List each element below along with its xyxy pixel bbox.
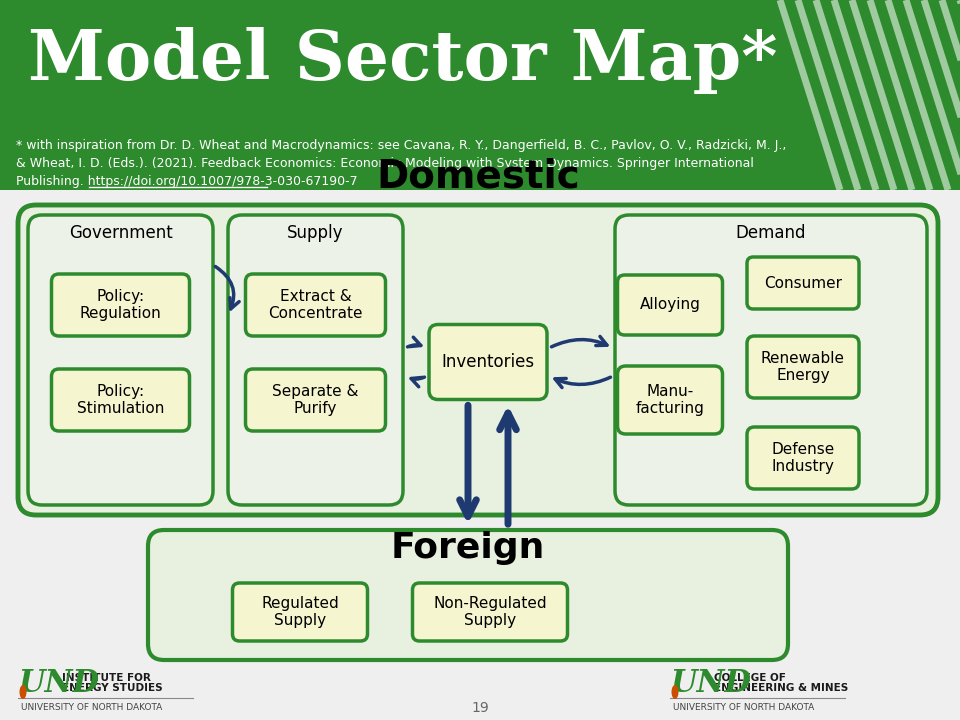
Text: COLLEGE OF: COLLEGE OF [714,673,786,683]
Text: Supply: Supply [287,224,344,242]
FancyBboxPatch shape [615,215,927,505]
FancyBboxPatch shape [246,369,386,431]
Text: ENGINEERING & MINES: ENGINEERING & MINES [714,683,849,693]
FancyBboxPatch shape [617,275,723,335]
Text: * with inspiration from Dr. D. Wheat and Macrodynamics: see Cavana, R. Y., Dange: * with inspiration from Dr. D. Wheat and… [16,140,786,153]
Text: Foreign: Foreign [391,531,545,565]
Text: Renewable
Energy: Renewable Energy [761,351,845,383]
FancyBboxPatch shape [246,274,386,336]
Text: Government: Government [68,224,173,242]
FancyBboxPatch shape [747,257,859,309]
Text: Regulated
Supply: Regulated Supply [261,596,339,628]
FancyBboxPatch shape [747,427,859,489]
FancyBboxPatch shape [228,215,403,505]
Polygon shape [0,0,960,190]
Text: & Wheat, I. D. (Eds.). (2021). Feedback Economics: Economic Modeling with System: & Wheat, I. D. (Eds.). (2021). Feedback … [16,158,754,171]
Text: 19: 19 [471,701,489,715]
FancyBboxPatch shape [413,583,567,641]
Text: Model Sector Map*: Model Sector Map* [28,27,778,94]
Text: UND: UND [670,668,751,700]
FancyBboxPatch shape [28,215,213,505]
FancyBboxPatch shape [429,325,547,400]
Text: UNIVERSITY OF NORTH DAKOTA: UNIVERSITY OF NORTH DAKOTA [21,703,162,711]
Text: Policy:
Regulation: Policy: Regulation [80,289,161,321]
FancyBboxPatch shape [18,205,938,515]
Text: INSTITUTE FOR: INSTITUTE FOR [62,673,151,683]
Text: Publishing. https://doi.org/10.1007/978-3-030-67190-7: Publishing. https://doi.org/10.1007/978-… [16,176,358,189]
Text: Demand: Demand [735,224,806,242]
Text: Domestic: Domestic [376,157,580,195]
FancyBboxPatch shape [617,366,723,434]
FancyBboxPatch shape [747,336,859,398]
FancyBboxPatch shape [52,369,189,431]
Text: Inventories: Inventories [442,353,535,371]
Text: UNIVERSITY OF NORTH DAKOTA: UNIVERSITY OF NORTH DAKOTA [673,703,814,711]
FancyBboxPatch shape [52,274,189,336]
Text: Manu-
facturing: Manu- facturing [636,384,705,416]
Text: UND: UND [18,668,99,700]
Text: ENERGY STUDIES: ENERGY STUDIES [62,683,162,693]
Text: Extract &
Concentrate: Extract & Concentrate [268,289,363,321]
Text: Policy:
Stimulation: Policy: Stimulation [77,384,164,416]
Text: Alloying: Alloying [639,297,701,312]
Text: Separate &
Purify: Separate & Purify [273,384,359,416]
FancyBboxPatch shape [148,530,788,660]
Text: Defense
Industry: Defense Industry [772,442,834,474]
Text: Consumer: Consumer [764,276,842,290]
Ellipse shape [671,685,679,699]
Text: Non-Regulated
Supply: Non-Regulated Supply [433,596,547,628]
Ellipse shape [19,685,27,699]
FancyBboxPatch shape [232,583,368,641]
